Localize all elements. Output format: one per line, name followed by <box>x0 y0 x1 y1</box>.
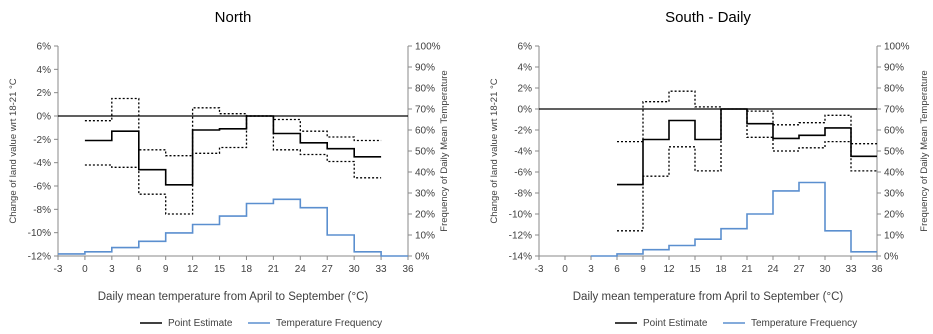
y2-tick-label: 10% <box>415 231 435 242</box>
series-line-temperature-frequency <box>591 181 877 257</box>
x-tick-label: 27 <box>793 264 805 275</box>
y-tick-label: 2% <box>37 88 52 99</box>
x-tick-label: 18 <box>241 264 253 275</box>
x-tick-label: 9 <box>163 264 169 275</box>
x-tick-label: 21 <box>268 264 280 275</box>
x-tick-label: 24 <box>295 264 307 275</box>
y2-tick-label: 20% <box>415 210 435 221</box>
y-tick-label: -12% <box>28 252 51 263</box>
y2-tick-label: 80% <box>884 84 904 95</box>
series-line-lower-bound <box>84 115 382 215</box>
y2-tick-label: 0% <box>415 252 430 263</box>
y-tick-label: -10% <box>509 210 532 221</box>
y2-tick-label: 40% <box>415 168 435 179</box>
y2-tick-label: 60% <box>884 126 904 137</box>
x-tick-label: 3 <box>109 264 115 275</box>
y-tick-label: 6% <box>37 42 52 53</box>
x-tick-label: 9 <box>640 264 646 275</box>
y2-tick-label: 90% <box>884 63 904 74</box>
y2-axis-title: Frequency of Daily Mean Temperature <box>919 70 930 231</box>
x-tick-label: 27 <box>322 264 334 275</box>
x-tick-label: 0 <box>82 264 88 275</box>
y2-tick-label: 70% <box>884 105 904 116</box>
y2-tick-label: 40% <box>884 168 904 179</box>
x-tick-label: 12 <box>187 264 199 275</box>
chart-panel-1: North-3 0 3 6 9 12 15 18 21 24 27 30 33 36-12%-10%-8%… <box>8 9 450 329</box>
y2-axis-title: Frequency of Daily Mean Temperature <box>439 70 450 231</box>
y-tick-label: -10% <box>28 228 51 239</box>
y-tick-label: 0% <box>518 105 533 116</box>
y2-tick-label: 10% <box>884 231 904 242</box>
x-tick-label: 33 <box>376 264 388 275</box>
legend-label-temperature-frequency: Temperature Frequency <box>276 318 382 329</box>
x-tick-label: 36 <box>402 264 414 275</box>
legend-label-temperature-frequency: Temperature Frequency <box>751 318 857 329</box>
y-tick-label: -2% <box>514 126 532 137</box>
y-tick-label: -6% <box>33 182 51 193</box>
legend-label-point-estimate: Point Estimate <box>643 318 708 329</box>
chart-title: South - Daily <box>665 9 751 26</box>
y2-tick-label: 20% <box>884 210 904 221</box>
series-line-point-estimate <box>84 115 382 186</box>
x-tick-label: 36 <box>871 264 883 275</box>
series-line-upper-bound <box>84 97 382 157</box>
y-tick-label: -6% <box>514 168 532 179</box>
y-tick-label: -4% <box>514 147 532 158</box>
legend: Point Estimate Temperature Frequency <box>615 318 857 329</box>
y2-tick-label: 30% <box>415 189 435 200</box>
y-tick-label: -12% <box>509 231 532 242</box>
x-tick-label: 30 <box>819 264 831 275</box>
y2-tick-label: 50% <box>415 147 435 158</box>
x-tick-label: 6 <box>614 264 620 275</box>
x-tick-label: -3 <box>54 264 63 275</box>
x-axis-title: Daily mean temperature from April to Sep… <box>573 291 844 303</box>
y-tick-label: 2% <box>518 84 533 95</box>
legend: Point Estimate Temperature Frequency <box>140 318 382 329</box>
x-tick-label: 24 <box>767 264 779 275</box>
y-tick-label: -14% <box>509 252 532 263</box>
y2-tick-label: 30% <box>884 189 904 200</box>
y2-tick-label: 50% <box>884 147 904 158</box>
x-tick-label: 15 <box>214 264 226 275</box>
y2-tick-label: 60% <box>415 126 435 137</box>
y-axis-title: Change of land value wrt 18-21 °C <box>8 78 19 223</box>
x-tick-label: 30 <box>349 264 361 275</box>
x-tick-label: 6 <box>136 264 142 275</box>
x-tick-label: 15 <box>689 264 701 275</box>
x-axis-title: Daily mean temperature from April to Sep… <box>98 291 369 303</box>
y2-tick-label: 80% <box>415 84 435 95</box>
x-tick-label: 3 <box>588 264 594 275</box>
series-line-temperature-frequency <box>58 198 408 257</box>
y-tick-label: -4% <box>33 158 51 169</box>
y-tick-label: 6% <box>518 42 533 53</box>
y2-tick-label: 100% <box>884 42 910 53</box>
series-line-upper-bound <box>617 90 877 145</box>
chart-title: North <box>215 9 252 26</box>
y-tick-label: 0% <box>37 112 52 123</box>
series-line-lower-bound <box>617 108 877 232</box>
x-tick-label: 12 <box>663 264 675 275</box>
y-axis-title: Change of land value wrt 18-21 °C <box>489 78 500 223</box>
x-tick-label: 21 <box>741 264 753 275</box>
y2-tick-label: 0% <box>884 252 899 263</box>
legend-label-point-estimate: Point Estimate <box>168 318 233 329</box>
y-tick-label: -8% <box>33 205 51 216</box>
y-tick-label: 4% <box>518 63 533 74</box>
y2-tick-label: 70% <box>415 105 435 116</box>
y-tick-label: -2% <box>33 135 51 146</box>
series-line-point-estimate <box>617 108 877 186</box>
chart-panel-2: South - Daily-3 0 3 6 9 12 15 18 21 24 27 30 33 36-14… <box>489 9 930 329</box>
y-tick-label: 4% <box>37 65 52 76</box>
y-tick-label: -8% <box>514 189 532 200</box>
x-tick-label: 33 <box>845 264 857 275</box>
x-tick-label: 0 <box>562 264 568 275</box>
y2-tick-label: 100% <box>415 42 441 53</box>
x-tick-label: -3 <box>535 264 544 275</box>
y2-tick-label: 90% <box>415 63 435 74</box>
x-tick-label: 18 <box>715 264 727 275</box>
